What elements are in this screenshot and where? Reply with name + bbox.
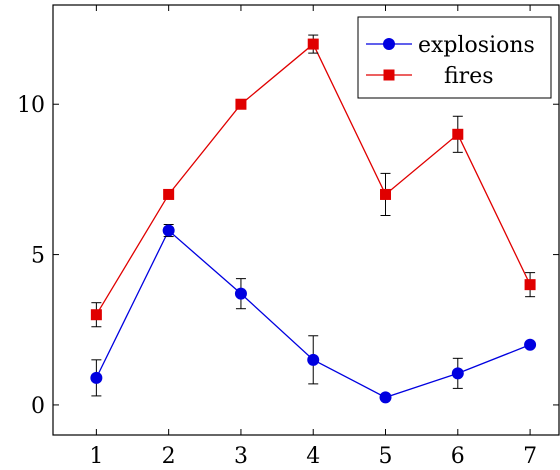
x-tick-label: 7 [523,444,537,469]
y-tick-label: 10 [17,93,45,118]
data-point-fires [90,309,102,321]
legend-label-explosions: explosions [418,33,535,58]
x-tick-label: 6 [451,444,465,469]
data-point-fires [307,38,319,50]
y-tick-label: 0 [31,394,45,419]
x-tick-label: 2 [162,444,176,469]
legend-entry-fires: fires [366,64,494,89]
data-point-fires [235,98,247,110]
legend: explosions fires [357,16,552,99]
legend-marker-fires [383,69,395,81]
x-tick-label: 4 [306,444,320,469]
tick-marks [53,5,559,435]
data-point-explosions [234,287,247,300]
data-point-fires [452,128,464,140]
data-point-fires [524,279,536,291]
data-point-explosions [524,338,537,351]
data-point-explosions [379,391,392,404]
tick-labels: 1 2 3 4 5 6 7 0 5 10 [17,93,537,469]
x-tick-label: 1 [89,444,103,469]
data-point-fires [163,188,175,200]
legend-entry-explosions: explosions [366,33,535,58]
legend-label-fires: fires [444,64,494,89]
series-group [90,34,537,404]
data-point-fires [380,188,392,200]
data-point-explosions [307,353,320,366]
x-tick-label: 5 [379,444,393,469]
series-fires [90,34,536,328]
data-point-explosions [451,367,464,380]
plot-frame [52,4,560,436]
x-tick-label: 3 [234,444,248,469]
legend-box [357,16,552,99]
data-point-explosions [90,371,103,384]
series-explosions [90,224,537,404]
y-tick-label: 5 [31,244,45,269]
data-point-explosions [162,224,175,237]
legend-marker-explosions [383,38,395,50]
